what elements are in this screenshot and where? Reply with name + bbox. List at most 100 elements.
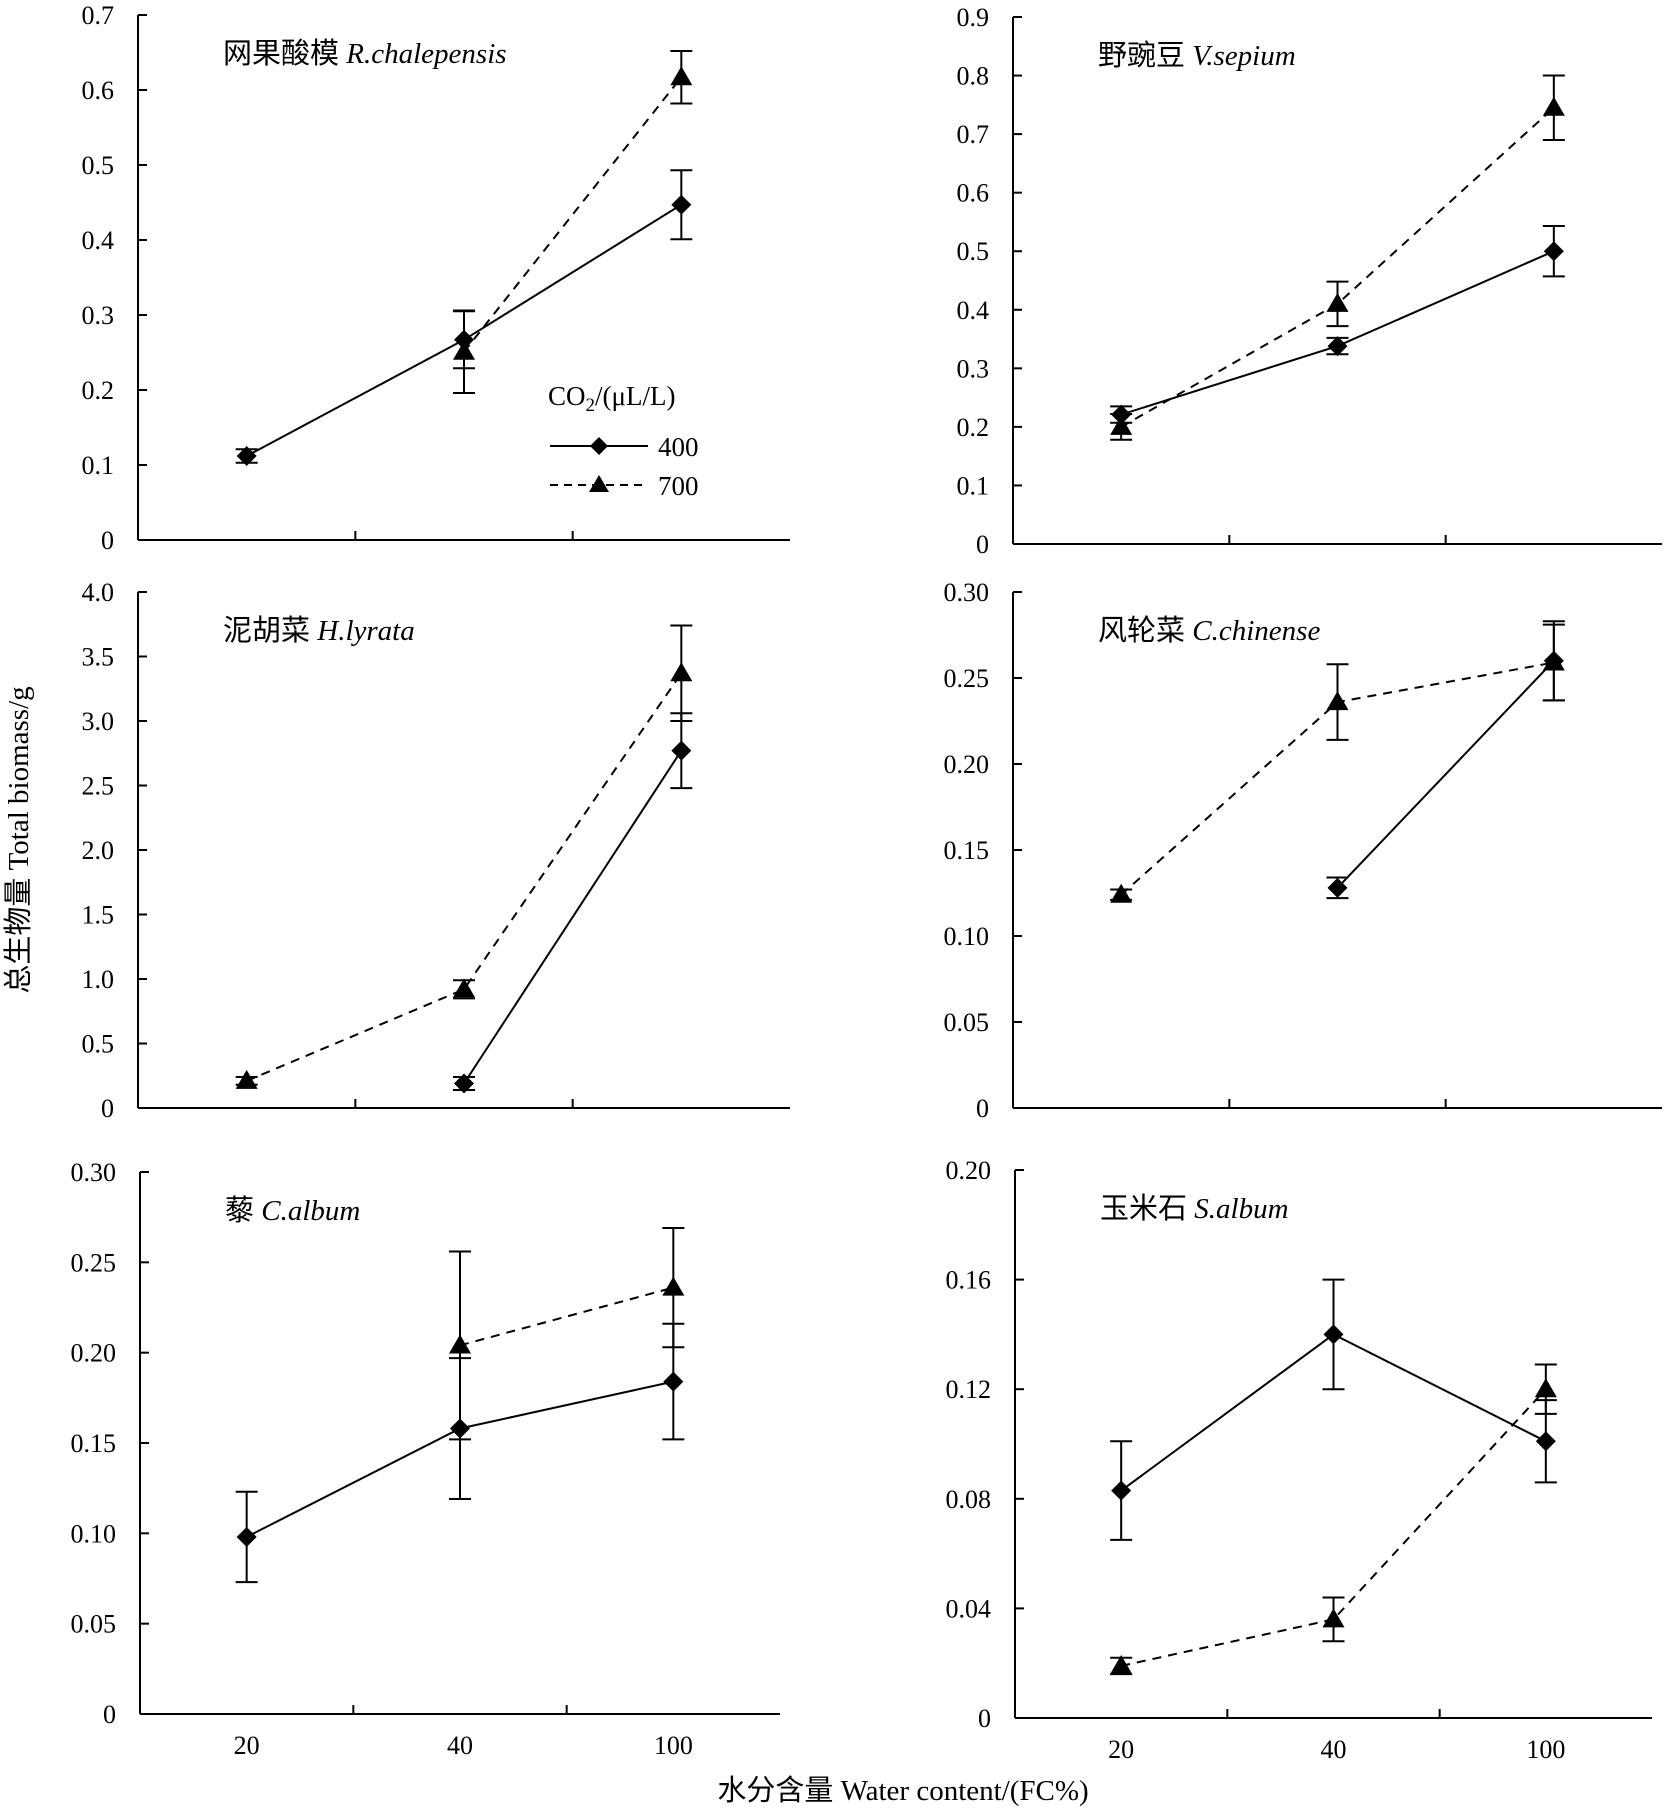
marker-diamond xyxy=(236,1526,257,1547)
y-tick-label: 0.4 xyxy=(957,296,990,325)
y-tick-label: 0.15 xyxy=(944,836,990,865)
marker-triangle xyxy=(1542,651,1565,671)
y-tick-label: 0.12 xyxy=(946,1375,992,1404)
series-400 xyxy=(1110,225,1565,425)
y-tick-label: 0.8 xyxy=(957,62,990,91)
y-tick-label: 0 xyxy=(976,530,989,559)
panel-title-cn: 野豌豆 xyxy=(1098,39,1192,72)
series-line-400 xyxy=(1120,250,1555,416)
x-tick-label: 40 xyxy=(1321,1735,1347,1764)
panel-title-latin: C.album xyxy=(261,1195,360,1227)
y-tick-label: 0.25 xyxy=(71,1248,117,1277)
y-tick-label: 0.20 xyxy=(71,1339,117,1368)
marker-diamond xyxy=(1327,877,1348,898)
legend-label-700: 700 xyxy=(658,471,699,501)
panel-6: 0 0.04 0.08 0.12 0.16 0.20 20 40 100 玉米石 S.album xyxy=(946,1156,1652,1764)
marker-triangle xyxy=(662,1276,685,1296)
x-axis-title: 水分含量 Water content/(FC%) xyxy=(717,1774,1088,1807)
series-line-700 xyxy=(1120,107,1555,428)
y-tick-label: 0.3 xyxy=(957,354,990,383)
marker-triangle xyxy=(1326,292,1349,312)
y-tick-label: 2.0 xyxy=(82,836,115,865)
marker-triangle xyxy=(1534,1378,1557,1398)
y-tick-label: 1.0 xyxy=(82,965,115,994)
y-tick-label: 0.10 xyxy=(944,922,990,951)
legend: CO2/(μL/L) 400 700 xyxy=(548,381,699,501)
y-tick-label: 0.20 xyxy=(944,750,990,779)
panel-1: 0 0.1 0.2 0.3 0.4 0.5 0.6 0.7 网果酸模 R.chalepensis xyxy=(82,1,790,555)
marker-triangle xyxy=(453,340,475,360)
panel-5: 0 0.05 0.10 0.15 0.20 0.25 0.30 20 40 100 藜 C.albu… xyxy=(71,1158,780,1760)
y-tick-label: 0.4 xyxy=(82,226,115,255)
y-tick-label: 0.16 xyxy=(946,1266,992,1295)
y-tick-label: 0.08 xyxy=(946,1485,992,1514)
series-line-700 xyxy=(246,672,683,1082)
y-tick-label: 0.1 xyxy=(82,451,115,480)
y-tick-label: 0.6 xyxy=(82,76,115,105)
panel-4: 0 0.05 0.10 0.15 0.20 0.25 0.30 风轮菜 C.chinense xyxy=(944,578,1662,1123)
y-tick-label: 0.1 xyxy=(957,471,990,500)
y-tick-label: 0.3 xyxy=(82,301,115,330)
marker-triangle xyxy=(1110,883,1133,903)
y-tick-label: 0.05 xyxy=(944,1008,990,1037)
y-tick-label: 0.15 xyxy=(71,1429,117,1458)
y-tick-label: 3.5 xyxy=(82,643,115,672)
y-tick-label: 0.30 xyxy=(944,578,990,607)
series-700 xyxy=(1110,1363,1557,1676)
legend-title-unit: /(μL/L) xyxy=(595,381,675,411)
marker-triangle xyxy=(670,662,693,682)
marker-diamond xyxy=(236,446,257,466)
legend-marker-700 xyxy=(589,475,609,492)
y-tick-label: 0 xyxy=(103,1700,116,1729)
y-tick-label: 0.5 xyxy=(957,237,990,266)
series-line-700 xyxy=(463,76,683,353)
series-line-400 xyxy=(1336,660,1555,889)
x-tick-label: 20 xyxy=(1108,1735,1134,1764)
marker-triangle xyxy=(670,66,693,86)
series-400 xyxy=(453,712,693,1094)
x-tick-label: 100 xyxy=(1526,1735,1565,1764)
marker-triangle xyxy=(1542,96,1565,116)
legend-title-sub: 2 xyxy=(586,395,596,416)
y-tick-label: 0.04 xyxy=(946,1594,992,1623)
panel-3: 0 0.5 1.0 1.5 2.0 2.5 3.0 3.5 4.0 泥胡菜 H.lyrata xyxy=(82,578,790,1123)
y-tick-label: 0.7 xyxy=(82,1,115,30)
y-tick-label: 0.2 xyxy=(82,376,115,405)
marker-triangle xyxy=(1110,1654,1133,1674)
y-tick-label: 0 xyxy=(101,526,114,555)
series-700 xyxy=(235,624,693,1089)
y-tick-label: 0.05 xyxy=(71,1610,117,1639)
marker-triangle xyxy=(1110,415,1133,435)
panel-title-latin: H.lyrata xyxy=(316,615,414,647)
marker-triangle xyxy=(1326,691,1349,711)
marker-triangle xyxy=(449,1334,471,1354)
series-line-700 xyxy=(459,1286,674,1347)
x-tick-label: 40 xyxy=(447,1731,473,1760)
marker-diamond xyxy=(663,1371,684,1392)
x-tick-label: 20 xyxy=(234,1731,260,1760)
y-tick-label: 4.0 xyxy=(82,578,115,607)
panel-title-cn: 藜 xyxy=(225,1194,261,1227)
marker-diamond xyxy=(1323,1324,1344,1345)
panel-title-latin: C.chinense xyxy=(1192,615,1320,647)
marker-triangle xyxy=(1322,1608,1345,1628)
marker-triangle xyxy=(235,1069,258,1089)
panel-title-cn: 风轮菜 xyxy=(1098,614,1192,647)
series-700 xyxy=(453,50,693,394)
panel-title-cn: 网果酸模 xyxy=(223,37,346,70)
series-700 xyxy=(1110,623,1565,903)
y-tick-label: 0.7 xyxy=(957,120,990,149)
y-tick-label: 0 xyxy=(101,1094,114,1123)
y-tick-label: 0 xyxy=(978,1704,991,1733)
series-line-700 xyxy=(1120,1388,1547,1667)
panel-title-cn: 泥胡菜 xyxy=(223,614,317,647)
y-tick-label: 3.0 xyxy=(82,707,115,736)
y-tick-label: 0 xyxy=(976,1094,989,1123)
marker-diamond xyxy=(1535,1431,1556,1452)
y-tick-label: 0.25 xyxy=(944,664,990,693)
panels: 0 0.1 0.2 0.3 0.4 0.5 0.6 0.7 网果酸模 R.chalepensis… xyxy=(71,1,1662,1764)
panel-title: 藜 C.album xyxy=(225,1194,360,1227)
panel-title: 风轮菜 C.chinense xyxy=(1098,614,1320,647)
y-tick-label: 1.5 xyxy=(82,901,115,930)
